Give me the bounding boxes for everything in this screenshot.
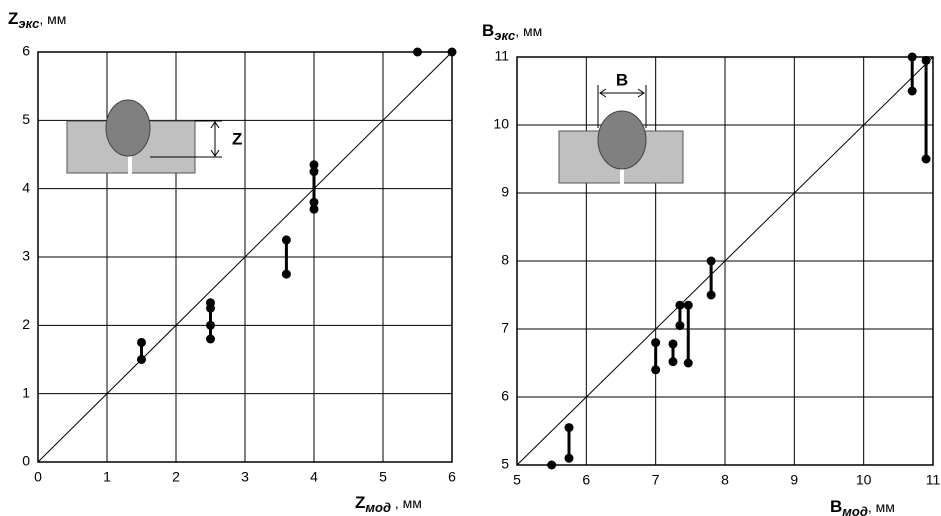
point xyxy=(448,48,457,57)
x-tick-label: 6 xyxy=(448,469,456,485)
y-tick-label: 6 xyxy=(501,388,509,404)
label-main: B xyxy=(830,497,842,516)
inset-label: B xyxy=(616,70,628,89)
axis-label: Bэкс, мм xyxy=(482,21,542,43)
x-tick-label: 11 xyxy=(926,472,941,488)
point xyxy=(565,423,574,432)
inset-label: Z xyxy=(232,129,242,148)
axis-label: Zмод , мм xyxy=(355,493,422,515)
point xyxy=(922,56,931,65)
x-tick-label: 5 xyxy=(513,472,521,488)
x-tick-label: 5 xyxy=(379,469,387,485)
point xyxy=(206,321,215,330)
point xyxy=(413,48,422,57)
label-unit: , мм xyxy=(39,11,66,27)
page: {"chart_data": [ {"type": "scatter", "y_… xyxy=(0,0,941,516)
point xyxy=(651,365,660,374)
x-tick-label: 6 xyxy=(582,472,590,488)
label-sub: мод xyxy=(842,504,868,516)
y-tick-label: 1 xyxy=(22,384,30,400)
point xyxy=(206,335,215,344)
point xyxy=(908,87,917,96)
y-tick-label: 3 xyxy=(22,248,30,264)
x-tick-label: 4 xyxy=(310,469,318,485)
point xyxy=(922,155,931,164)
point xyxy=(206,304,215,313)
label-sub: экс xyxy=(494,28,516,43)
point xyxy=(282,235,291,244)
point xyxy=(684,301,693,310)
point xyxy=(137,338,146,347)
point xyxy=(137,355,146,364)
label-sub: мод xyxy=(365,500,391,515)
y-tick-label: 10 xyxy=(493,116,509,132)
point xyxy=(675,321,684,330)
y-tick-label: 8 xyxy=(501,252,509,268)
y-tick-label: 6 xyxy=(22,43,30,59)
point xyxy=(908,53,917,62)
x-tick-label: 3 xyxy=(241,469,249,485)
y-tick-label: 2 xyxy=(22,316,30,332)
point xyxy=(675,301,684,310)
y-tick-label: 0 xyxy=(22,453,30,469)
x-tick-label: 8 xyxy=(721,472,729,488)
y-tick-label: 5 xyxy=(501,456,509,472)
label-sub: экс xyxy=(18,16,40,31)
x-tick-label: 2 xyxy=(172,469,180,485)
y-tick-label: 7 xyxy=(501,320,509,336)
point xyxy=(669,339,678,348)
point xyxy=(684,359,693,368)
point xyxy=(707,291,716,300)
point xyxy=(707,257,716,266)
y-tick-label: 9 xyxy=(501,184,509,200)
point xyxy=(565,454,574,463)
point xyxy=(547,461,556,470)
weld-inset: B xyxy=(559,70,683,184)
label-unit: , мм xyxy=(868,499,895,515)
x-tick-label: 9 xyxy=(790,472,798,488)
y-tick-label: 5 xyxy=(22,111,30,127)
weld-inset: Z xyxy=(67,100,242,174)
axis-label: Bмод, мм xyxy=(830,497,895,516)
x-tick-label: 7 xyxy=(652,472,660,488)
y-tick-label: 4 xyxy=(22,179,30,195)
point xyxy=(310,167,319,176)
point xyxy=(669,357,678,366)
point xyxy=(651,338,660,347)
point xyxy=(282,270,291,279)
label-unit: , мм xyxy=(515,23,542,39)
y-tick-label: 11 xyxy=(494,48,509,64)
x-tick-label: 10 xyxy=(856,472,872,488)
label-main: Z xyxy=(355,493,365,512)
label-main: B xyxy=(482,21,494,40)
point xyxy=(310,205,319,214)
x-tick-label: 1 xyxy=(103,469,111,485)
x-tick-label: 0 xyxy=(34,469,42,485)
label-unit: , мм xyxy=(391,495,422,511)
label-main: Z xyxy=(8,9,18,28)
axis-label: Zэкс, мм xyxy=(8,9,66,31)
chart: 01234560123456Zэкс, ммZмод , мм567891011… xyxy=(0,0,941,516)
